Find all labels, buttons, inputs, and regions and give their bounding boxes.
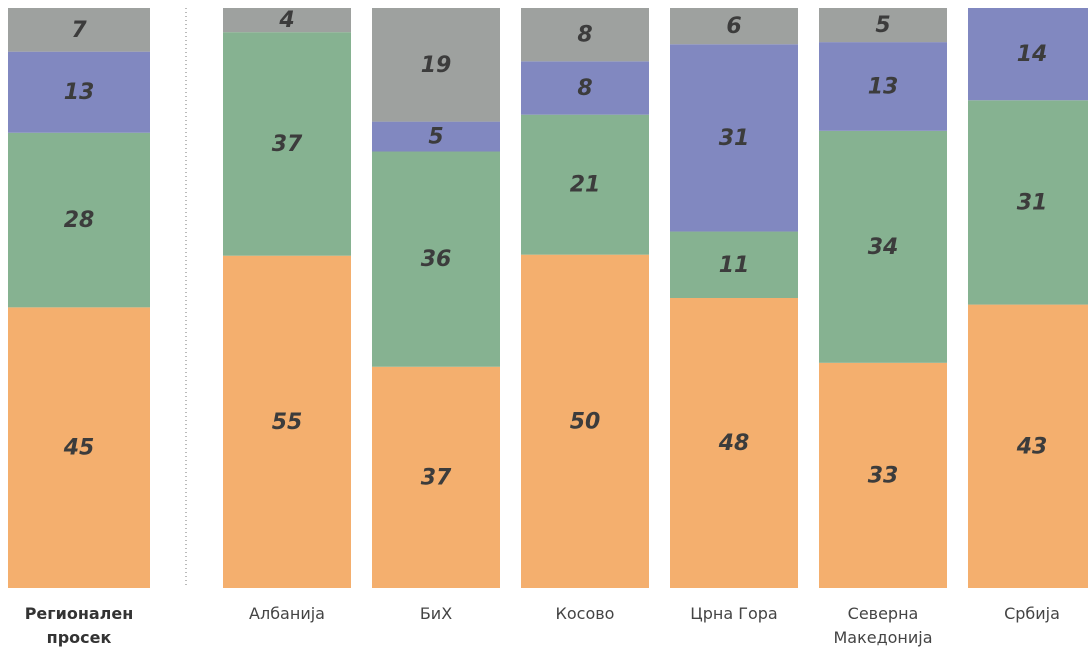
bar-segment: [670, 8, 798, 45]
bar-segment: [223, 255, 351, 589]
bar-segment: [521, 114, 649, 255]
bar-segment: [223, 32, 351, 256]
data-label: 11: [719, 253, 750, 278]
bar-segment: [968, 100, 1088, 305]
data-label: 21: [570, 173, 601, 198]
data-label: 28: [64, 208, 95, 233]
bar-segment: [8, 307, 150, 588]
bar-segment: [8, 132, 150, 308]
data-label: 31: [1017, 190, 1048, 215]
bar-segment: [372, 151, 500, 367]
data-label: 14: [1017, 42, 1048, 67]
category-label: Србија: [1004, 604, 1060, 623]
bar-segment: [372, 121, 500, 152]
data-label: 31: [719, 126, 750, 151]
bar-segment: [521, 8, 649, 62]
bar-segment: [670, 44, 798, 232]
data-label: 13: [64, 80, 95, 105]
bar-segment: [8, 8, 150, 52]
category-label: Косово: [555, 604, 615, 623]
data-label: 13: [868, 74, 899, 99]
data-label: 6: [726, 14, 741, 39]
data-label: 7: [71, 18, 87, 43]
data-label: 8: [577, 23, 592, 48]
bar-segment: [372, 366, 500, 588]
bar-segment: [372, 8, 500, 122]
bar-segment: [223, 8, 351, 33]
bar-segment: [8, 51, 150, 133]
data-label: 4: [278, 8, 294, 33]
data-label: 5: [428, 125, 443, 150]
category-label: БиХ: [419, 604, 453, 623]
bar-segment: [819, 42, 947, 131]
bar-segment: [819, 8, 947, 43]
data-label: 5: [875, 13, 890, 38]
bar-segment: [968, 304, 1088, 588]
data-label: 33: [868, 463, 899, 488]
bar-segment: [521, 61, 649, 115]
data-label: 37: [272, 132, 303, 157]
data-label: 37: [421, 465, 452, 490]
data-label: 43: [1016, 434, 1048, 459]
bar-segment: [670, 231, 798, 298]
category-label: Албанија: [249, 604, 325, 623]
category-label: Црна Гора: [690, 604, 778, 623]
data-label: 36: [421, 247, 452, 272]
bar-segment: [819, 362, 947, 588]
category-label: Северна Македонија: [833, 604, 933, 647]
bar-segment: [968, 8, 1088, 101]
data-label: 8: [577, 76, 592, 101]
data-label: 48: [718, 431, 750, 456]
category-label: Регионален просек: [24, 604, 134, 647]
data-label: 19: [421, 53, 452, 78]
data-label: 50: [570, 409, 601, 434]
data-label: 34: [868, 235, 899, 260]
bar-segment: [819, 130, 947, 363]
bar-segment: [521, 254, 649, 588]
bar-segment: [670, 298, 798, 588]
data-label: 45: [63, 436, 95, 461]
data-label: 55: [272, 410, 303, 435]
